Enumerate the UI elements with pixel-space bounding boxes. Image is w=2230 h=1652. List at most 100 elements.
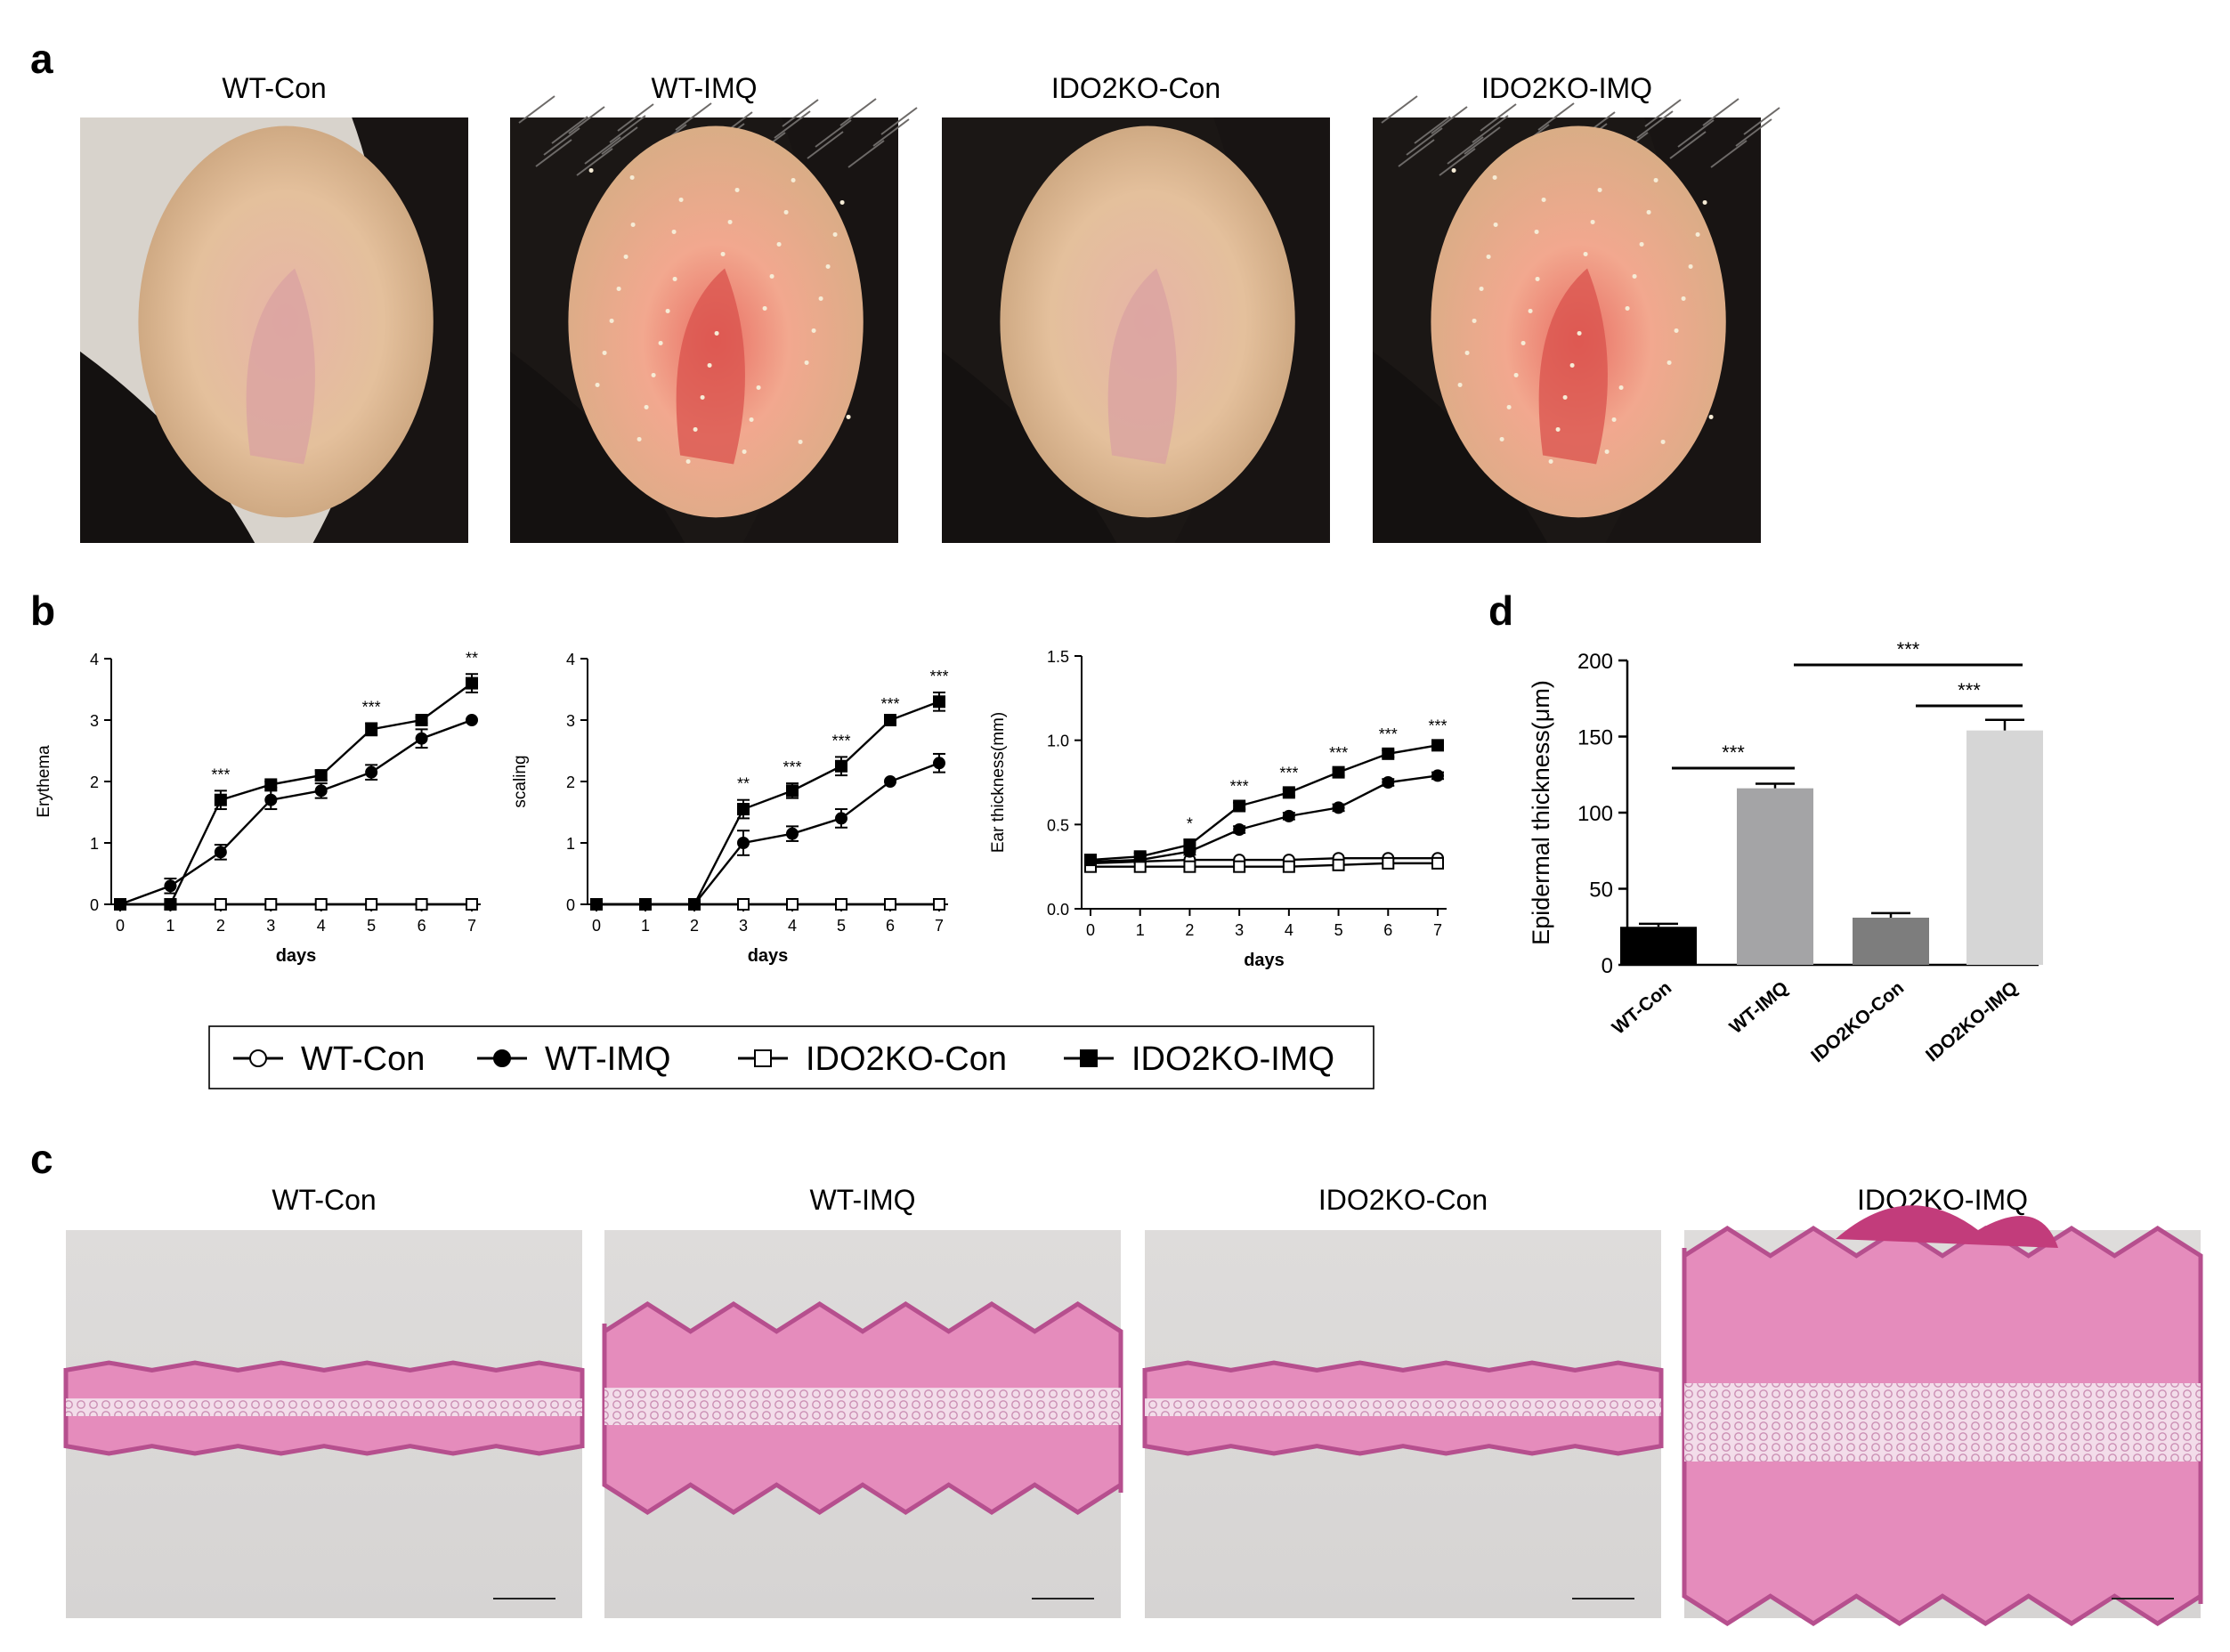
hair-strand (1743, 107, 1780, 135)
scale-fleck (714, 330, 719, 336)
x-tick-label: 2 (216, 917, 225, 935)
data-point (264, 898, 278, 911)
data-point (1431, 739, 1444, 752)
y-tick-label: 4 (566, 651, 575, 668)
data-point (737, 803, 750, 816)
data-point (466, 714, 478, 726)
legend-marker (249, 1049, 267, 1067)
scale-fleck (734, 187, 740, 192)
hair-strand (609, 115, 646, 143)
bar-ido2ko-imq (1966, 730, 2043, 965)
hair-strand (1472, 115, 1509, 143)
epidermal-thickness-chart: 0 50 100 150 200 Epidermal thickness(μm) WT-Co… (1528, 638, 2043, 1066)
data-point (365, 765, 378, 779)
scale-fleck (1479, 286, 1484, 291)
hair-strand (518, 95, 555, 124)
significance-mark: *** (1329, 744, 1348, 762)
scale-fleck (798, 439, 803, 444)
data-point (114, 898, 126, 911)
scale-fleck (629, 174, 635, 180)
y-tick-label: 1 (90, 835, 99, 853)
scale-fleck (1618, 385, 1624, 390)
hair-strand (1464, 126, 1501, 155)
bar-wt-con (1620, 927, 1697, 965)
series-line (1090, 744, 1439, 862)
scale-fleck (616, 286, 621, 291)
x-tick-label: 7 (935, 917, 944, 935)
legend-marker (754, 1049, 772, 1067)
scale-fleck (671, 229, 677, 234)
data-point (933, 898, 945, 911)
ear-photo-wt-con (80, 117, 468, 543)
hair-strand (1381, 95, 1418, 124)
ear-thickness-chart: 0.0 0.5 1.0 1.5 0 1 2 3 4 5 6 7 days Ear thickness(mm… (989, 648, 1447, 970)
significance-mark: *** (211, 765, 230, 783)
scale-fleck (1486, 254, 1491, 259)
legend: WT-Con WT-IMQ IDO2KO-Con IDO2KO-IMQ (208, 1025, 1374, 1089)
significance-mark: *** (1379, 725, 1398, 743)
scale-fleck (609, 318, 614, 323)
data-point (1332, 801, 1345, 814)
significance-mark: *** (362, 698, 381, 716)
ear-canal (246, 268, 315, 465)
data-point (214, 898, 227, 911)
scale-fleck (1695, 231, 1700, 237)
significance-mark: *** (1722, 741, 1745, 764)
scale-fleck (783, 209, 789, 215)
hair-strand (774, 110, 811, 139)
data-point (590, 898, 603, 911)
data-point (1282, 809, 1295, 822)
legend-label: IDO2KO-Con (806, 1041, 1007, 1078)
hair-strand (807, 131, 844, 159)
scale-fleck (1499, 436, 1504, 441)
hair-strand (1447, 136, 1484, 165)
y-tick-label: 0.0 (1047, 901, 1069, 919)
ear-photo-ido2ko-imq (1373, 95, 1780, 543)
scale-fleck (700, 394, 705, 400)
hair-strand (880, 107, 918, 135)
y-tick-label: 3 (566, 712, 575, 730)
y-tick-label: 1 (566, 835, 575, 853)
data-point (314, 898, 328, 911)
cartilage-layer (66, 1398, 582, 1416)
legend-item-wt-con: WT-Con (233, 1041, 425, 1078)
hair-strand (1644, 99, 1682, 127)
x-tick-label: 0 (116, 917, 125, 935)
series-ido2ko-imq (1084, 739, 1444, 867)
panel-c-letter: c (30, 1136, 53, 1182)
series-line (119, 718, 473, 906)
x-tick-label: 7 (1433, 921, 1442, 939)
scale-fleck (1513, 372, 1519, 377)
scale-fleck (1535, 276, 1540, 281)
scale-fleck (637, 436, 642, 441)
hair-strand (815, 119, 852, 148)
y-tick-label: 150 (1577, 726, 1613, 750)
legend-label: IDO2KO-IMQ (1131, 1041, 1334, 1078)
data-point (835, 898, 847, 911)
scale-fleck (651, 372, 656, 377)
scale-fleck (742, 449, 747, 454)
cartilage-layer (604, 1388, 1121, 1425)
scale-fleck (1472, 318, 1477, 323)
data-point (415, 714, 428, 726)
histology-title-wt-imq: WT-IMQ (809, 1184, 915, 1216)
scale-fleck (1492, 174, 1497, 180)
photo-title-ido2ko-con: IDO2KO-Con (1051, 72, 1220, 104)
x-axis-label: days (276, 946, 317, 966)
legend-box (208, 1025, 1374, 1089)
legend-item-ido2ko-con: IDO2KO-Con (738, 1041, 1007, 1078)
scale-fleck (832, 231, 838, 237)
scale-fleck (1597, 187, 1602, 192)
data-point (466, 898, 478, 911)
x-category-label: IDO2KO-Con (1807, 977, 1908, 1066)
data-point (884, 898, 896, 911)
scale-fleck (1646, 209, 1651, 215)
scale-fleck (1548, 458, 1553, 464)
scale-fleck (762, 305, 767, 311)
y-tick-label: 0 (90, 896, 99, 914)
scale-fleck (707, 362, 712, 368)
scale-fleck (1611, 417, 1617, 422)
significance-mark: *** (1958, 679, 1981, 701)
hair-strand (839, 98, 877, 126)
data-point (1382, 856, 1395, 870)
